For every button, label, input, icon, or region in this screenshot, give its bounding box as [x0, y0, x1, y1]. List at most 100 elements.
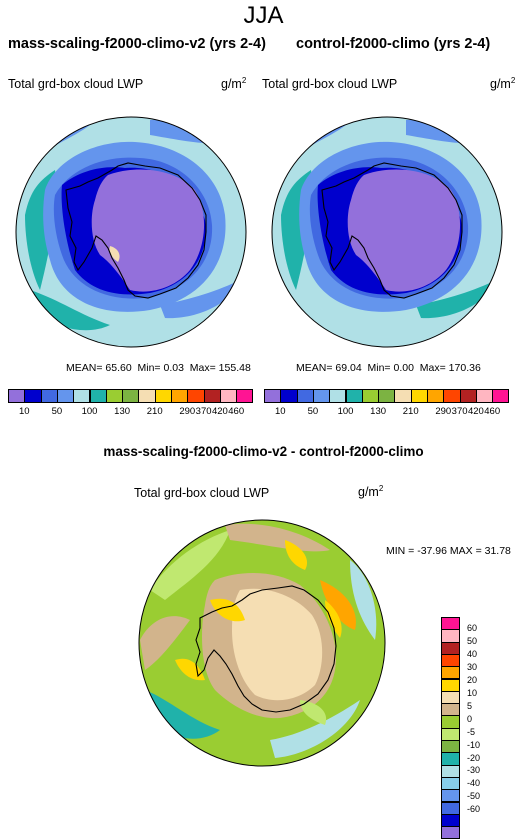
- colorbar-swatch: [154, 389, 172, 403]
- colorbar-swatch: [329, 389, 347, 403]
- diff-colorbar-tick-label: -20: [467, 752, 481, 763]
- colorbar-swatch: [410, 389, 428, 403]
- diff-colorbar-swatch: [441, 690, 460, 705]
- left-units-label: g/m2: [221, 76, 247, 92]
- colorbar-swatch: [280, 389, 298, 403]
- left-variable-label: Total grd-box cloud LWP: [8, 77, 144, 91]
- colorbar-swatch: [443, 389, 461, 403]
- colorbar-tick-label: 460: [228, 406, 245, 417]
- colorbar-swatch: [264, 389, 282, 403]
- colorbar-tick-label: 210: [402, 406, 419, 417]
- diff-colorbar-swatch: [441, 826, 460, 839]
- diff-colorbar-tick-label: 40: [467, 649, 478, 660]
- diff-variable-label: Total grd-box cloud LWP: [134, 486, 270, 500]
- diff-colorbar-swatch: [441, 740, 460, 754]
- diff-colorbar-tick-label: -30: [467, 765, 481, 776]
- colorbar-swatch: [8, 389, 26, 403]
- diff-colorbar-swatch: [441, 678, 460, 692]
- diff-colorbar-tick-label: -60: [467, 804, 481, 815]
- diff-units-label: g/m2: [358, 484, 384, 500]
- diff-panel-title: mass-scaling-f2000-climo-v2 - control-f2…: [103, 444, 424, 459]
- diff-colorbar-swatch: [441, 666, 460, 680]
- diff-colorbar-tick-label: 50: [467, 636, 478, 647]
- diff-colorbar-tick-label: 0: [467, 713, 473, 724]
- right-units-label: g/m2: [490, 76, 516, 92]
- colorbar-swatch: [296, 389, 314, 403]
- diff-colorbar-swatch: [441, 703, 460, 717]
- colorbar-swatch: [219, 389, 238, 403]
- colorbar-tick-label: 370: [195, 406, 212, 417]
- colorbar-swatch: [138, 389, 156, 403]
- colorbar-tick-label: 100: [81, 406, 98, 417]
- left-min-value: 0.03: [163, 362, 184, 374]
- left-mean-value: 65.60: [105, 362, 132, 374]
- diff-colorbar-tick-label: 20: [467, 674, 478, 685]
- colorbar-swatch: [236, 389, 254, 403]
- colorbar-tick-label: 130: [370, 406, 387, 417]
- diff-colorbar-tick-label: 30: [467, 662, 478, 673]
- colorbar-tick-label: 50: [307, 406, 319, 417]
- colorbar-swatch: [361, 389, 380, 403]
- right-variable-label: Total grd-box cloud LWP: [262, 77, 398, 91]
- colorbar-tick-label: 10: [19, 406, 30, 417]
- left-stats: MEAN= 65.60 Min= 0.03 Max= 155.48: [66, 362, 251, 374]
- colorbar-swatch: [427, 389, 445, 403]
- colorbar-swatch: [56, 389, 75, 403]
- colorbar-swatch: [171, 389, 189, 403]
- diff-colorbar-swatch: [441, 789, 460, 803]
- colorbar-swatch: [73, 389, 91, 403]
- diff-colorbar-swatch: [441, 617, 460, 631]
- right-min-value: 0.00: [393, 362, 414, 374]
- colorbar-tick-label: 210: [146, 406, 163, 417]
- diff-colorbar-tick-label: 5: [467, 700, 473, 711]
- right-stats: MEAN= 69.04 Min= 0.00 Max= 170.36: [296, 362, 481, 374]
- colorbar-tick-label: 100: [337, 406, 354, 417]
- diff-colorbar-swatch: [441, 752, 460, 766]
- diff-colorbar-tick-label: -5: [467, 726, 476, 737]
- diff-colorbar-tick-label: 10: [467, 687, 478, 698]
- colorbar-swatch: [378, 389, 396, 403]
- colorbar-tick-label: 420: [211, 406, 228, 417]
- diff-colorbar-tick-label: 60: [467, 623, 478, 634]
- right-max-value: 170.36: [448, 362, 481, 374]
- colorbar-tick-label: 10: [275, 406, 286, 417]
- diff-colorbar-swatch: [441, 727, 460, 741]
- colorbar-swatch: [105, 389, 124, 403]
- right-mean-value: 69.04: [335, 362, 362, 374]
- diff-colorbar-swatch: [441, 629, 460, 643]
- colorbar-swatch: [24, 389, 42, 403]
- diff-colorbar-swatch: [441, 641, 460, 655]
- diff-colorbar-tick-label: -10: [467, 739, 481, 750]
- right-panel-title: control-f2000-climo (yrs 2-4): [296, 36, 491, 52]
- colorbar-swatch: [203, 389, 221, 403]
- colorbar-swatch: [312, 389, 331, 403]
- diff-colorbar-swatch: [441, 801, 460, 815]
- diff-colorbar-swatch: [441, 764, 460, 778]
- colorbar-tick-label: 130: [114, 406, 131, 417]
- colorbar-tick-label: 370: [451, 406, 468, 417]
- colorbar-tick-label: 420: [467, 406, 484, 417]
- colorbar-swatch: [187, 389, 205, 403]
- diff-colorbar-swatch: [441, 776, 460, 791]
- left-max-value: 155.48: [218, 362, 251, 374]
- colorbar-tick-label: 460: [484, 406, 501, 417]
- colorbar-tick-label: 50: [51, 406, 63, 417]
- main-title: JJA: [243, 2, 284, 29]
- colorbar-swatch: [40, 389, 58, 403]
- colorbar-swatch: [459, 389, 477, 403]
- colorbar-tick-label: 290: [179, 406, 196, 417]
- colorbar-tick-label: 290: [435, 406, 452, 417]
- colorbar-swatch: [345, 389, 363, 403]
- diff-minmax: MIN = -37.96 MAX = 31.78: [386, 545, 511, 557]
- colorbar-swatch: [122, 389, 140, 403]
- diff-colorbar-tick-label: -50: [467, 791, 481, 802]
- diff-colorbar-swatch: [441, 653, 460, 668]
- colorbar-swatch: [475, 389, 494, 403]
- left-panel-title: mass-scaling-f2000-climo-v2 (yrs 2-4): [8, 36, 266, 52]
- colorbar-swatch: [492, 389, 510, 403]
- colorbar-swatch: [89, 389, 107, 403]
- diff-colorbar-swatch: [441, 813, 460, 828]
- colorbar-swatch: [394, 389, 412, 403]
- diff-colorbar-tick-label: -40: [467, 778, 481, 789]
- diff-colorbar-swatch: [441, 715, 460, 729]
